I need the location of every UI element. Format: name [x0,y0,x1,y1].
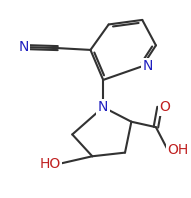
Text: N: N [142,59,153,73]
Text: HO: HO [39,157,61,170]
Text: O: O [159,100,170,114]
Text: OH: OH [168,143,189,157]
Text: N: N [18,40,29,54]
Text: N: N [98,100,108,114]
